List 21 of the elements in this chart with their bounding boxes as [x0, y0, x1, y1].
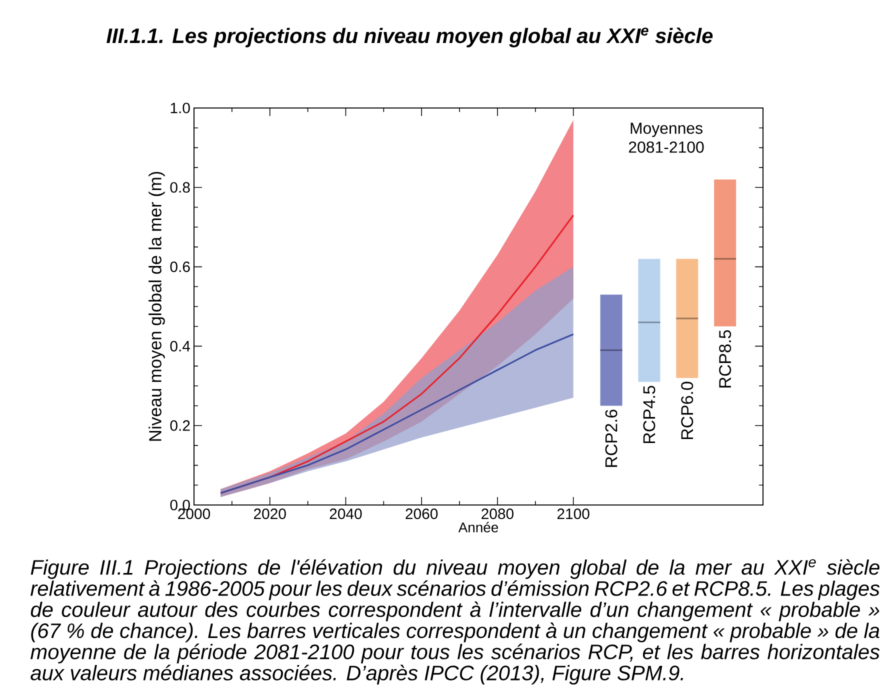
y-tick-label: 0.2: [170, 420, 190, 431]
y-axis-title: Niveau moyen global de la mer (m): [148, 172, 165, 441]
annotation: RCP8.5: [719, 330, 732, 388]
annotation: RCP6.0: [681, 382, 694, 440]
x-tick-label: 2100: [557, 508, 590, 520]
x-tick-label: 2000: [178, 508, 210, 520]
y-tick-label: 0.8: [170, 182, 190, 193]
x-tick-label: 2040: [330, 508, 362, 520]
y-tick-label: 0.4: [170, 340, 190, 352]
x-tick-label: 2060: [406, 508, 438, 520]
y-tick-label: 1.0: [170, 102, 190, 114]
annotation: RCP4.5: [643, 386, 656, 444]
x-axis-title: Année: [458, 522, 498, 532]
chart-title: III.1.1. Les projections du niveau moyen global au XXI$^{e}$ siècle: [106, 28, 713, 48]
x-tick-label: 2020: [254, 508, 286, 520]
text: Figure III.1 Projections de l'élévation du niveau moyen global de la mer au XXI$^{e}$ siècle relativement à 1986-2005 pour les deux scénarios d’émission RCP2.6 et RCP8.5. Les plages de couleur autour des courbes correspondent à l’intervalle d’un changement « probable » (67 % de chance). Les barres verticales correspondent à un changement « probable » de la moyenne de la période 2081-2100 pour tous les scénarios RCP, et les barres horizontales aux valeurs médianes associées. D’après IPCC (2013), Figure SPM.9.: [30, 559, 880, 685]
y-tick-label: 0.0: [170, 500, 190, 510]
annotation: RCP2.6: [605, 410, 618, 467]
x-tick-label: 2080: [482, 508, 514, 520]
annotation: Moyennes 2081-2100: [628, 122, 704, 153]
y-tick-label: 0.6: [170, 262, 190, 272]
